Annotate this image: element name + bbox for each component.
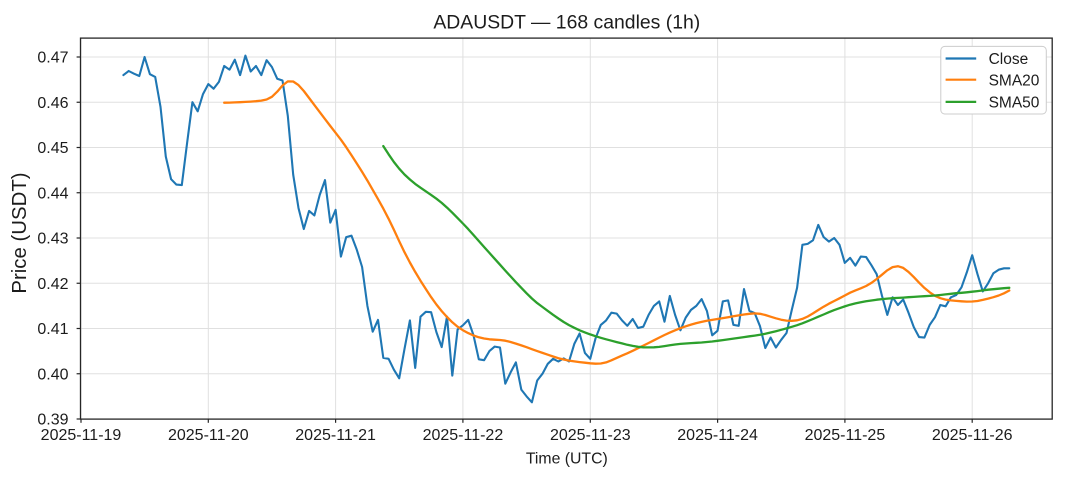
svg-text:2025-11-23: 2025-11-23 — [550, 427, 631, 444]
svg-text:2025-11-24: 2025-11-24 — [677, 427, 758, 444]
svg-text:0.45: 0.45 — [37, 140, 68, 157]
svg-text:0.47: 0.47 — [37, 50, 68, 67]
svg-text:2025-11-25: 2025-11-25 — [805, 427, 886, 444]
svg-text:0.46: 0.46 — [37, 95, 68, 112]
svg-text:Price (USDT): Price (USDT) — [9, 172, 31, 293]
svg-text:2025-11-19: 2025-11-19 — [41, 427, 122, 444]
svg-text:ADAUSDT — 168 candles (1h): ADAUSDT — 168 candles (1h) — [433, 11, 700, 33]
svg-text:Close: Close — [989, 51, 1029, 68]
svg-text:2025-11-21: 2025-11-21 — [295, 427, 376, 444]
svg-text:0.40: 0.40 — [37, 366, 68, 383]
svg-text:2025-11-22: 2025-11-22 — [423, 427, 504, 444]
svg-text:SMA50: SMA50 — [989, 95, 1040, 112]
svg-text:0.42: 0.42 — [37, 276, 68, 293]
svg-text:0.41: 0.41 — [37, 321, 68, 338]
svg-text:2025-11-26: 2025-11-26 — [932, 427, 1013, 444]
svg-text:SMA20: SMA20 — [989, 72, 1040, 89]
svg-text:0.44: 0.44 — [37, 186, 68, 203]
svg-text:0.39: 0.39 — [37, 412, 68, 429]
svg-text:Time (UTC): Time (UTC) — [526, 451, 608, 468]
svg-text:0.43: 0.43 — [37, 231, 68, 248]
svg-text:2025-11-20: 2025-11-20 — [168, 427, 249, 444]
